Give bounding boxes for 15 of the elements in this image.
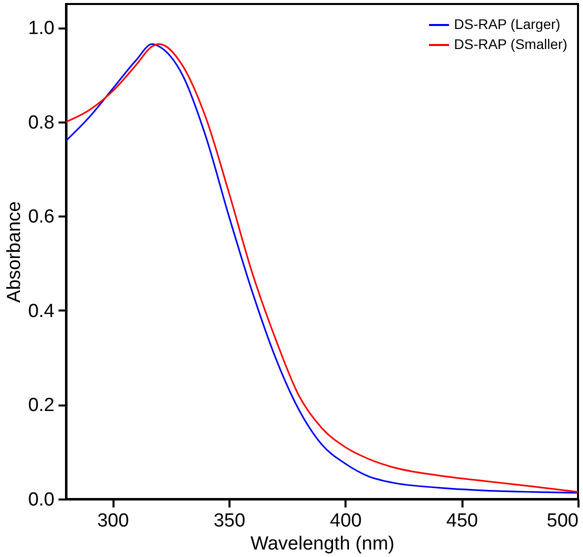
legend-label: DS-RAP (Larger) (454, 16, 560, 32)
y-tick-label: 0.6 (28, 206, 54, 228)
y-tick-label: 1.0 (28, 18, 54, 40)
x-axis-title: Wavelength (nm) (250, 534, 394, 554)
x-tick-label: 450 (446, 510, 478, 532)
x-tick-label: 300 (97, 510, 129, 532)
y-tick-label: 0.8 (28, 112, 54, 134)
x-tick-label: 350 (214, 510, 246, 532)
y-tick-label: 0.4 (28, 300, 55, 322)
y-axis-title: Absorbance (4, 201, 26, 303)
x-tick-label: 500 (546, 510, 578, 532)
y-tick-label: 0.0 (28, 490, 54, 510)
y-tick-label: 0.2 (28, 395, 54, 416)
x-tick-label: 400 (330, 510, 362, 532)
legend-label: DS-RAP (Smaller) (454, 36, 568, 52)
